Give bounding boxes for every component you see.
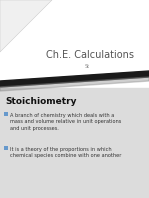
- Polygon shape: [0, 0, 52, 52]
- Text: Stoichiometry: Stoichiometry: [5, 97, 76, 106]
- Text: A branch of chemistry which deals with a
mass and volume relative in unit operat: A branch of chemistry which deals with a…: [10, 113, 121, 131]
- Text: Ch.E. Calculations: Ch.E. Calculations: [46, 50, 134, 60]
- Text: St: St: [85, 64, 90, 69]
- Bar: [0, 0, 149, 88]
- Bar: [0, 88, 149, 198]
- Text: It is a theory of the proportions in which
chemical species combine with one ano: It is a theory of the proportions in whi…: [10, 147, 121, 158]
